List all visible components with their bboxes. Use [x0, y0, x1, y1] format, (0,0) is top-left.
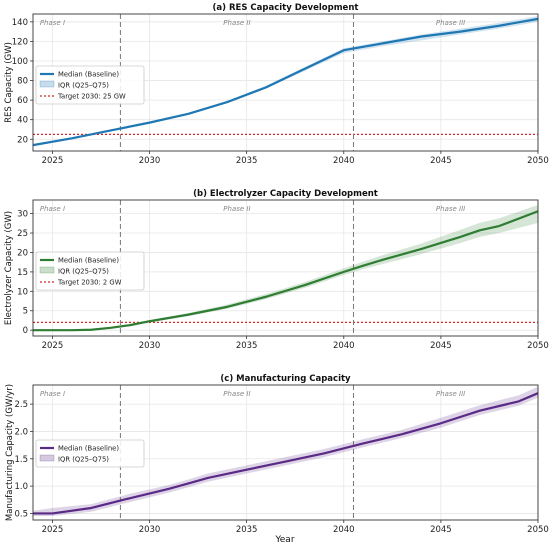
- legend-iqr-label: IQR (Q25–Q75): [58, 456, 109, 464]
- panel-title: (a) RES Capacity Development: [213, 3, 359, 13]
- x-tick-label: 2045: [430, 341, 452, 351]
- phase-label: Phase I: [40, 205, 65, 213]
- phase-label: Phase II: [223, 19, 250, 27]
- y-tick-label: 0.5: [14, 509, 28, 519]
- y-tick-label: 20: [17, 135, 28, 145]
- y-tick-label: 30: [17, 210, 28, 220]
- y-tick-label: 5: [23, 307, 28, 317]
- y-tick-label: 120: [12, 37, 28, 47]
- x-tick-label: 2030: [139, 341, 161, 351]
- x-tick-label: 2025: [42, 525, 64, 535]
- legend-iqr-label: IQR (Q25–Q75): [58, 268, 109, 276]
- phase-label: Phase III: [436, 390, 465, 398]
- panel-title: (c) Manufacturing Capacity: [220, 374, 351, 384]
- y-tick-label: 40: [17, 116, 28, 126]
- panel-manufacturing: Phase I Phase II Phase III 0.5 1.0 1.5 2.0 2.5 2…: [5, 374, 549, 535]
- phase-label: Phase II: [223, 390, 250, 398]
- phase-label: Phase I: [40, 390, 65, 398]
- legend: Median (Baseline) IQR (Q25–Q75) Target 203…: [35, 65, 145, 105]
- x-tick-label: 2035: [236, 525, 258, 535]
- legend-iqr-swatch: [39, 266, 55, 274]
- x-tick-label: 2050: [527, 525, 549, 535]
- phase-label: Phase I: [40, 19, 65, 27]
- y-axis-label: RES Capacity (GW): [4, 42, 14, 123]
- y-tick-label: 15: [17, 268, 28, 278]
- legend-median-label: Median (Baseline): [58, 445, 119, 453]
- x-tick-label: 2040: [333, 341, 355, 351]
- legend-iqr-swatch: [39, 80, 55, 88]
- y-tick-label: 1.5: [14, 455, 28, 465]
- y-tick-label: 140: [12, 18, 28, 28]
- x-tick-label: 2035: [236, 156, 258, 166]
- legend-median-label: Median (Baseline): [58, 71, 119, 79]
- legend-median-label: Median (Baseline): [58, 257, 119, 265]
- plot-frame: [32, 384, 539, 521]
- x-tick-label: 2025: [42, 341, 64, 351]
- median-line-manufacturing: [33, 392, 539, 515]
- x-tick-label: 2045: [430, 525, 452, 535]
- median-line-res: [32, 17, 539, 147]
- x-tick-label: 2040: [333, 156, 355, 166]
- phase-label: Phase II: [223, 205, 250, 213]
- y-tick-label: 10: [17, 287, 28, 297]
- phase-label: Phase III: [436, 205, 465, 213]
- x-tick-label: 2040: [333, 525, 355, 535]
- legend-iqr-label: IQR (Q25–Q75): [58, 82, 109, 90]
- x-tick-label: 2035: [236, 341, 258, 351]
- x-tick-label: 2030: [139, 156, 161, 166]
- panel-electrolyzer: Phase I Phase II Phase III0510152025302025…: [4, 189, 549, 351]
- legend-box: [35, 251, 145, 291]
- panel-title: (b) Electrolyzer Capacity Development: [193, 189, 378, 199]
- y-tick-label: 80: [17, 77, 28, 87]
- y-tick-label: 2.0: [14, 427, 28, 437]
- x-tick-label: 2050: [527, 341, 549, 351]
- y-tick-label: 100: [12, 57, 28, 67]
- x-tick-label: 2045: [430, 156, 452, 166]
- legend-target-label: Target 2030: 25 GW: [57, 93, 126, 101]
- legend-box: [35, 439, 145, 468]
- x-tick-label: 2050: [527, 156, 549, 166]
- y-tick-label: 1.0: [14, 482, 28, 492]
- legend-iqr-swatch: [39, 454, 55, 462]
- x-tick-label: 2025: [42, 156, 64, 166]
- y-axis-label: Manufacturing Capacity (GW/yr): [5, 384, 15, 521]
- y-tick-label: 20: [17, 248, 28, 258]
- panel-res: Phase I Phase II Phase III2040608010012014…: [4, 3, 549, 166]
- y-tick-label: 0: [23, 326, 28, 336]
- plot-frame: [32, 199, 539, 337]
- y-tick-label: 25: [17, 229, 28, 239]
- median-line-electrolyzer: [33, 210, 539, 332]
- y-tick-label: 2.5: [14, 400, 28, 410]
- y-tick-label: 60: [17, 96, 28, 106]
- x-tick-label: 2030: [139, 525, 161, 535]
- legend-box: [35, 65, 145, 105]
- y-axis-label: Electrolyzer Capacity (GW): [4, 211, 14, 325]
- legend: Median (Baseline) IQR (Q25–Q75): [35, 439, 145, 468]
- legend-target-label: Target 2030: 2 GW: [57, 279, 122, 287]
- plot-frame: [32, 13, 539, 152]
- phase-label: Phase III: [436, 19, 465, 27]
- iqr-band-res: [33, 15, 538, 147]
- x-axis-label: Year: [274, 535, 294, 545]
- legend: Median (Baseline) IQR (Q25–Q75) Target 203…: [35, 251, 145, 291]
